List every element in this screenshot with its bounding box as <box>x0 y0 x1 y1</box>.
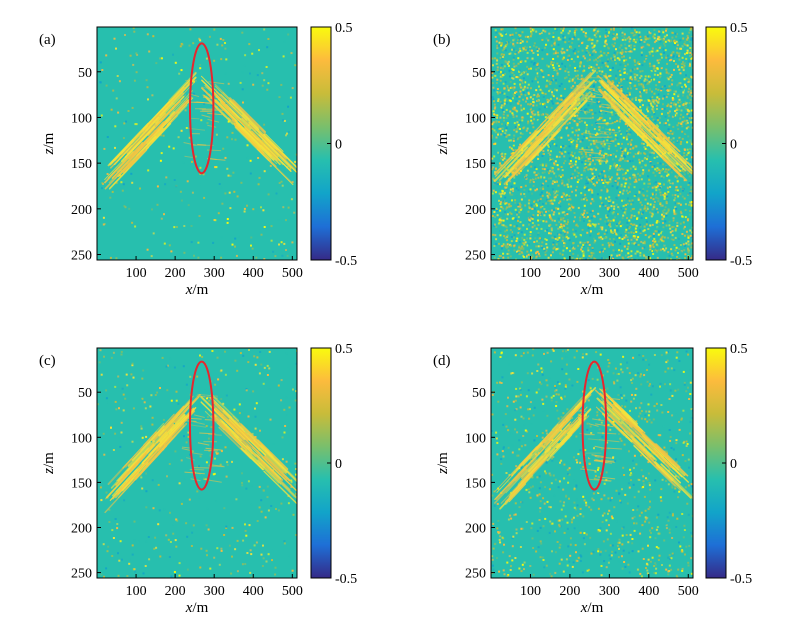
panel-label: (c) <box>39 353 56 369</box>
y-axis-label: z/m <box>435 132 451 155</box>
y-tick-label: 250 <box>71 249 92 264</box>
x-tick-label: 300 <box>204 584 225 599</box>
x-tick-label: 300 <box>599 584 620 599</box>
x-tick-label: 200 <box>165 584 186 599</box>
colorbar-tick-label: 0.5 <box>730 21 748 36</box>
axes-frame <box>96 347 298 579</box>
highlight-ellipse <box>188 42 215 175</box>
panel-1: 100 200 300 400 500 50 100 150 200 250 x/m z/m (b) 0.… <box>433 21 752 298</box>
heatmap-field <box>491 348 693 578</box>
heatmap-field <box>97 349 297 578</box>
y-tick-label: 150 <box>71 476 92 491</box>
y-axis-label: z/m <box>435 452 451 475</box>
highlight-ellipse <box>188 360 215 491</box>
y-tick-label: 250 <box>465 567 486 582</box>
x-tick-label: 200 <box>165 266 186 281</box>
highlight-ellipse <box>581 360 608 491</box>
y-axis-label: z/m <box>41 452 57 475</box>
y-tick-label: 100 <box>71 431 92 446</box>
y-tick-label: 150 <box>71 157 92 172</box>
panel-label: (d) <box>433 353 451 369</box>
y-tick-label: 100 <box>465 111 486 126</box>
x-tick-label: 400 <box>638 584 659 599</box>
y-tick-label: 50 <box>78 386 92 401</box>
y-tick-label: 50 <box>78 66 92 81</box>
x-tick-label: 500 <box>678 584 699 599</box>
x-axis-label: x/m <box>185 282 209 298</box>
x-tick-label: 200 <box>559 584 580 599</box>
x-tick-label: 100 <box>126 584 147 599</box>
heatmap-field <box>99 27 297 260</box>
colorbar-tick-label: 0 <box>730 138 737 153</box>
axes-frame <box>96 26 298 261</box>
y-tick-label: 100 <box>465 431 486 446</box>
y-tick-label: 250 <box>71 567 92 582</box>
colorbar-tick-label: 0.5 <box>335 21 353 36</box>
x-axis-label: x/m <box>580 282 604 298</box>
y-tick-label: 200 <box>71 521 92 536</box>
x-tick-label: 100 <box>126 266 147 281</box>
y-tick-label: 50 <box>472 66 486 81</box>
colorbar-tick-label: 0.5 <box>730 342 748 357</box>
y-tick-label: 200 <box>465 203 486 218</box>
x-tick-label: 500 <box>282 266 303 281</box>
panel-label: (a) <box>39 32 56 48</box>
colorbar-tick-label: 0.5 <box>335 342 353 357</box>
y-tick-label: 150 <box>465 476 486 491</box>
y-tick-label: 250 <box>465 249 486 264</box>
axes-frame <box>490 26 694 261</box>
x-tick-label: 400 <box>243 266 264 281</box>
colorbar-tick-label: -0.5 <box>730 572 752 587</box>
x-tick-label: 300 <box>599 266 620 281</box>
colorbar-tick-label: 0 <box>730 457 737 472</box>
x-tick-label: 100 <box>520 584 541 599</box>
x-axis-label: x/m <box>185 600 209 616</box>
axes-frame <box>490 347 694 579</box>
panel-label: (b) <box>433 32 451 48</box>
y-tick-label: 50 <box>472 386 486 401</box>
panel-0: 100 200 300 400 500 50 100 150 200 250 x/m z/m (a) 0.… <box>39 21 357 298</box>
x-tick-label: 300 <box>204 266 225 281</box>
x-tick-label: 200 <box>559 266 580 281</box>
y-tick-label: 200 <box>465 521 486 536</box>
x-axis-label: x/m <box>580 600 604 616</box>
y-tick-label: 200 <box>71 203 92 218</box>
y-axis-label: z/m <box>41 132 57 155</box>
x-tick-label: 100 <box>520 266 541 281</box>
x-tick-label: 400 <box>638 266 659 281</box>
panel-3: 100 200 300 400 500 50 100 150 200 250 x/m z/m (d) 0.… <box>433 342 752 616</box>
panel-2: 100 200 300 400 500 50 100 150 200 250 x/m z/m (c) 0.… <box>39 342 357 616</box>
heatmap-field <box>491 27 693 260</box>
x-tick-label: 500 <box>282 584 303 599</box>
colorbar-tick-label: -0.5 <box>335 254 357 269</box>
y-tick-label: 150 <box>465 157 486 172</box>
x-tick-label: 400 <box>243 584 264 599</box>
colorbar-tick-label: -0.5 <box>730 254 752 269</box>
colorbar-tick-label: 0 <box>335 457 342 472</box>
x-tick-label: 500 <box>678 266 699 281</box>
colorbar-tick-label: -0.5 <box>335 572 357 587</box>
y-tick-label: 100 <box>71 111 92 126</box>
colorbar-tick-label: 0 <box>335 138 342 153</box>
